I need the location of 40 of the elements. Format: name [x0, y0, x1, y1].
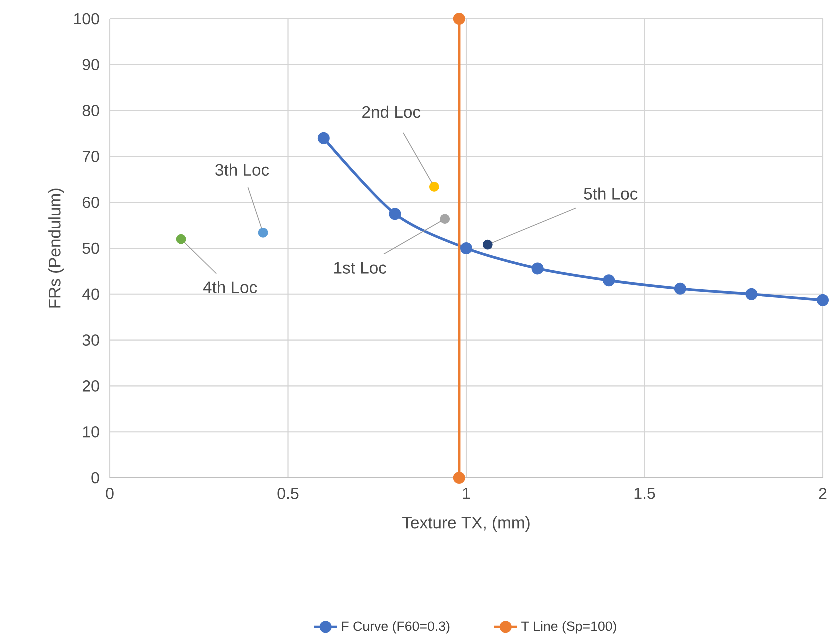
point: [603, 274, 616, 287]
legend-label: F Curve (F60=0.3): [342, 621, 450, 634]
y-tick-label: 20: [82, 380, 100, 392]
y-axis-title: FRs (Pendulum): [48, 188, 64, 308]
point: [460, 242, 473, 254]
y-tick-label: 0: [92, 472, 100, 484]
y-tick-label: 80: [82, 105, 100, 116]
legend-label: T Line (Sp=100): [522, 621, 616, 634]
point: [389, 208, 402, 220]
text: 5th Loc: [584, 188, 638, 200]
point: [258, 228, 268, 238]
point: [746, 288, 758, 300]
point: [176, 234, 186, 244]
y-tick-label: 90: [82, 59, 100, 71]
y-tick-label: 40: [82, 288, 100, 300]
point: [532, 262, 544, 275]
y-tick-label: 10: [83, 426, 100, 438]
point: [429, 182, 440, 192]
point: [674, 282, 686, 295]
point: [453, 472, 466, 484]
point: [440, 214, 450, 224]
y-tick-label: 100: [74, 13, 100, 25]
y-tick-label: 30: [82, 334, 100, 346]
x-tick-label: 0.5: [278, 488, 299, 500]
point: [817, 294, 830, 306]
text: 4th Loc: [203, 281, 258, 294]
point: [318, 132, 330, 144]
y-tick-label: 50: [82, 242, 100, 254]
x-tick-label: 1: [463, 488, 470, 500]
x-tick-label: 0: [106, 488, 114, 500]
x-axis-title: Texture TX, (mm): [402, 516, 530, 532]
y-tick-label: 60: [82, 196, 100, 208]
text: 1st Loc: [334, 262, 387, 274]
x-tick-label: 1.5: [634, 488, 656, 500]
point: [453, 12, 466, 25]
point: [482, 240, 493, 250]
y-tick-label: 70: [82, 151, 100, 162]
x-tick-label: 2: [819, 488, 827, 500]
text: 3th Loc: [216, 164, 270, 176]
text: 2nd Loc: [362, 106, 421, 118]
